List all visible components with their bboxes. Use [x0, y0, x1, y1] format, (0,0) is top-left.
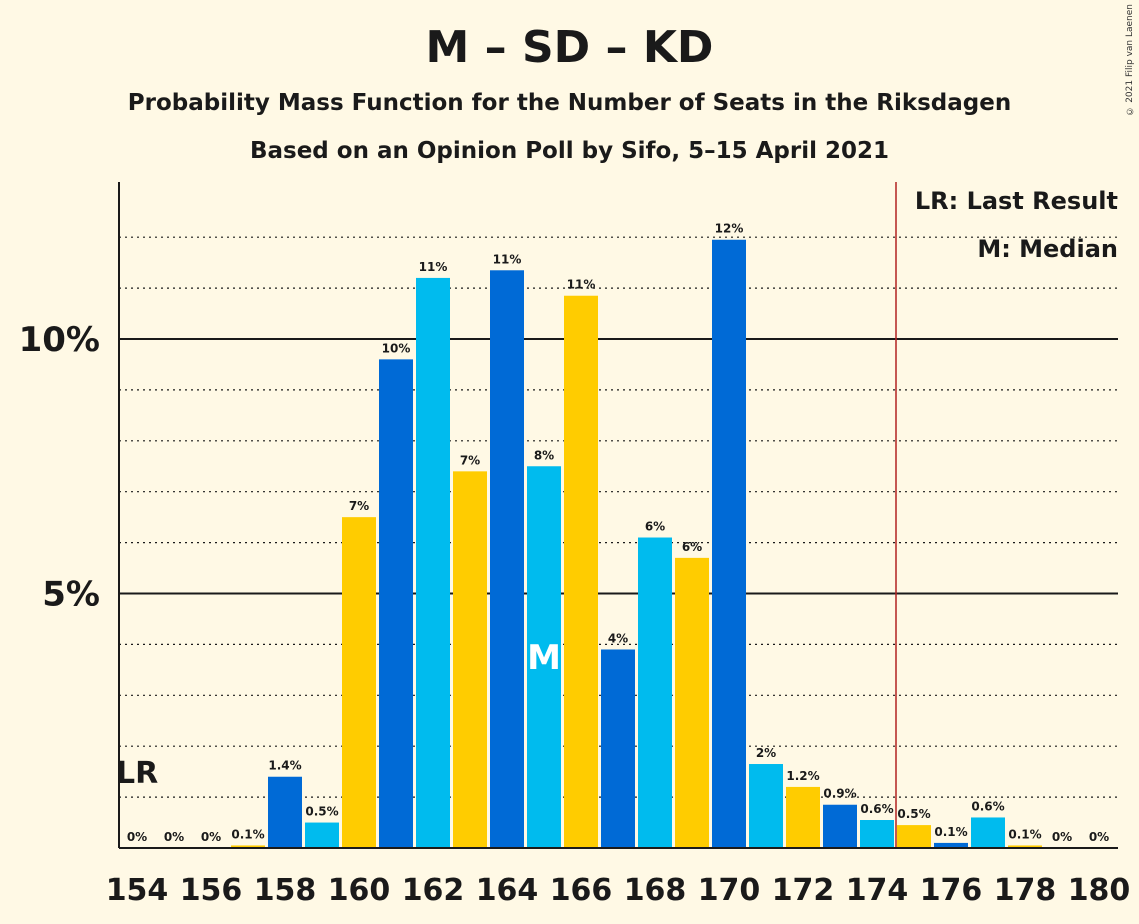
bar-label: 0% [1089, 830, 1109, 844]
bars [231, 239, 1042, 848]
x-tick-label: 156 [180, 873, 243, 908]
bar-label: 10% [382, 341, 411, 355]
bar-label: 0% [127, 830, 147, 844]
bar [675, 557, 709, 848]
bar [601, 649, 635, 848]
bar-label: 0.5% [305, 805, 338, 819]
x-tick-label: 160 [328, 873, 391, 908]
bar [564, 295, 598, 848]
bar-label: 0.1% [1008, 827, 1041, 841]
y-tick-label: 10% [19, 320, 100, 360]
x-tick-label: 170 [698, 873, 761, 908]
x-tick-label: 154 [106, 873, 169, 908]
bar [712, 239, 746, 848]
x-tick-label: 174 [846, 873, 909, 908]
bar-label: 11% [493, 252, 522, 266]
bar-label: 0% [201, 830, 221, 844]
x-tick-label: 178 [994, 873, 1057, 908]
y-tick-label: 5% [42, 575, 100, 615]
x-tick-label: 180 [1068, 873, 1131, 908]
x-tick-label: 162 [402, 873, 465, 908]
legend-median: M: Median [977, 235, 1118, 263]
bar [860, 820, 894, 848]
bar [971, 817, 1005, 848]
bar [416, 277, 450, 848]
y-axis-ticks: 5% 10% [19, 320, 100, 615]
bar-label: 1.2% [786, 769, 819, 783]
bar-label: 0.6% [971, 799, 1004, 813]
bar-label: 7% [349, 499, 369, 513]
bar [268, 776, 302, 848]
bar [638, 537, 672, 848]
chart-subtitle-source: Based on an Opinion Poll by Sifo, 5–15 A… [249, 138, 890, 164]
x-tick-label: 166 [550, 873, 613, 908]
bar-labels: 0% 0% 0% 0.1% 1.4% 0.5% 7% 10% 11% 7% 11% 8% 11% 4% 6%… [127, 222, 1109, 844]
bar-label: 7% [460, 453, 480, 467]
markers: M LR [116, 182, 897, 848]
bar-label: 0.1% [934, 825, 967, 839]
bar-label: 11% [567, 278, 596, 292]
legend-last-result: LR: Last Result [915, 187, 1118, 215]
bar-label: 11% [419, 260, 448, 274]
x-tick-label: 176 [920, 873, 983, 908]
chart-subtitle: Probability Mass Function for the Number… [127, 90, 1012, 116]
bar [231, 845, 265, 848]
bar-label: 2% [756, 746, 776, 760]
bar [342, 517, 376, 848]
bar [897, 825, 931, 848]
bar [379, 359, 413, 848]
x-tick-label: 168 [624, 873, 687, 908]
bar-label: 8% [534, 448, 554, 462]
bar-label: 0.9% [823, 787, 856, 801]
last-result-marker: LR [116, 756, 158, 791]
bar [490, 270, 524, 848]
bar [305, 822, 339, 848]
x-axis-ticks: 154 156 158 160 162 164 166 168 170 172 174 176 178 1… [106, 873, 1131, 908]
bar-label: 0.6% [860, 802, 893, 816]
bar [934, 842, 968, 848]
bar-label: 0% [1052, 830, 1072, 844]
bar-label: 6% [682, 540, 702, 554]
median-marker: M [527, 638, 561, 678]
x-tick-label: 172 [772, 873, 835, 908]
bar [527, 466, 561, 848]
bar-label: 6% [645, 520, 665, 534]
bar-label: 1.4% [268, 759, 301, 773]
bar-label: 0.1% [231, 827, 264, 841]
chart-title: M – SD – KD [425, 22, 714, 73]
bar-label: 0.5% [897, 807, 930, 821]
bar [786, 786, 820, 848]
bar-label: 12% [715, 222, 744, 236]
bar [823, 804, 857, 848]
x-tick-label: 158 [254, 873, 317, 908]
bar [749, 764, 783, 848]
bar-label: 4% [608, 631, 628, 645]
bar-label: 0% [164, 830, 184, 844]
bar [453, 471, 487, 848]
bar [1008, 845, 1042, 848]
x-tick-label: 164 [476, 873, 539, 908]
